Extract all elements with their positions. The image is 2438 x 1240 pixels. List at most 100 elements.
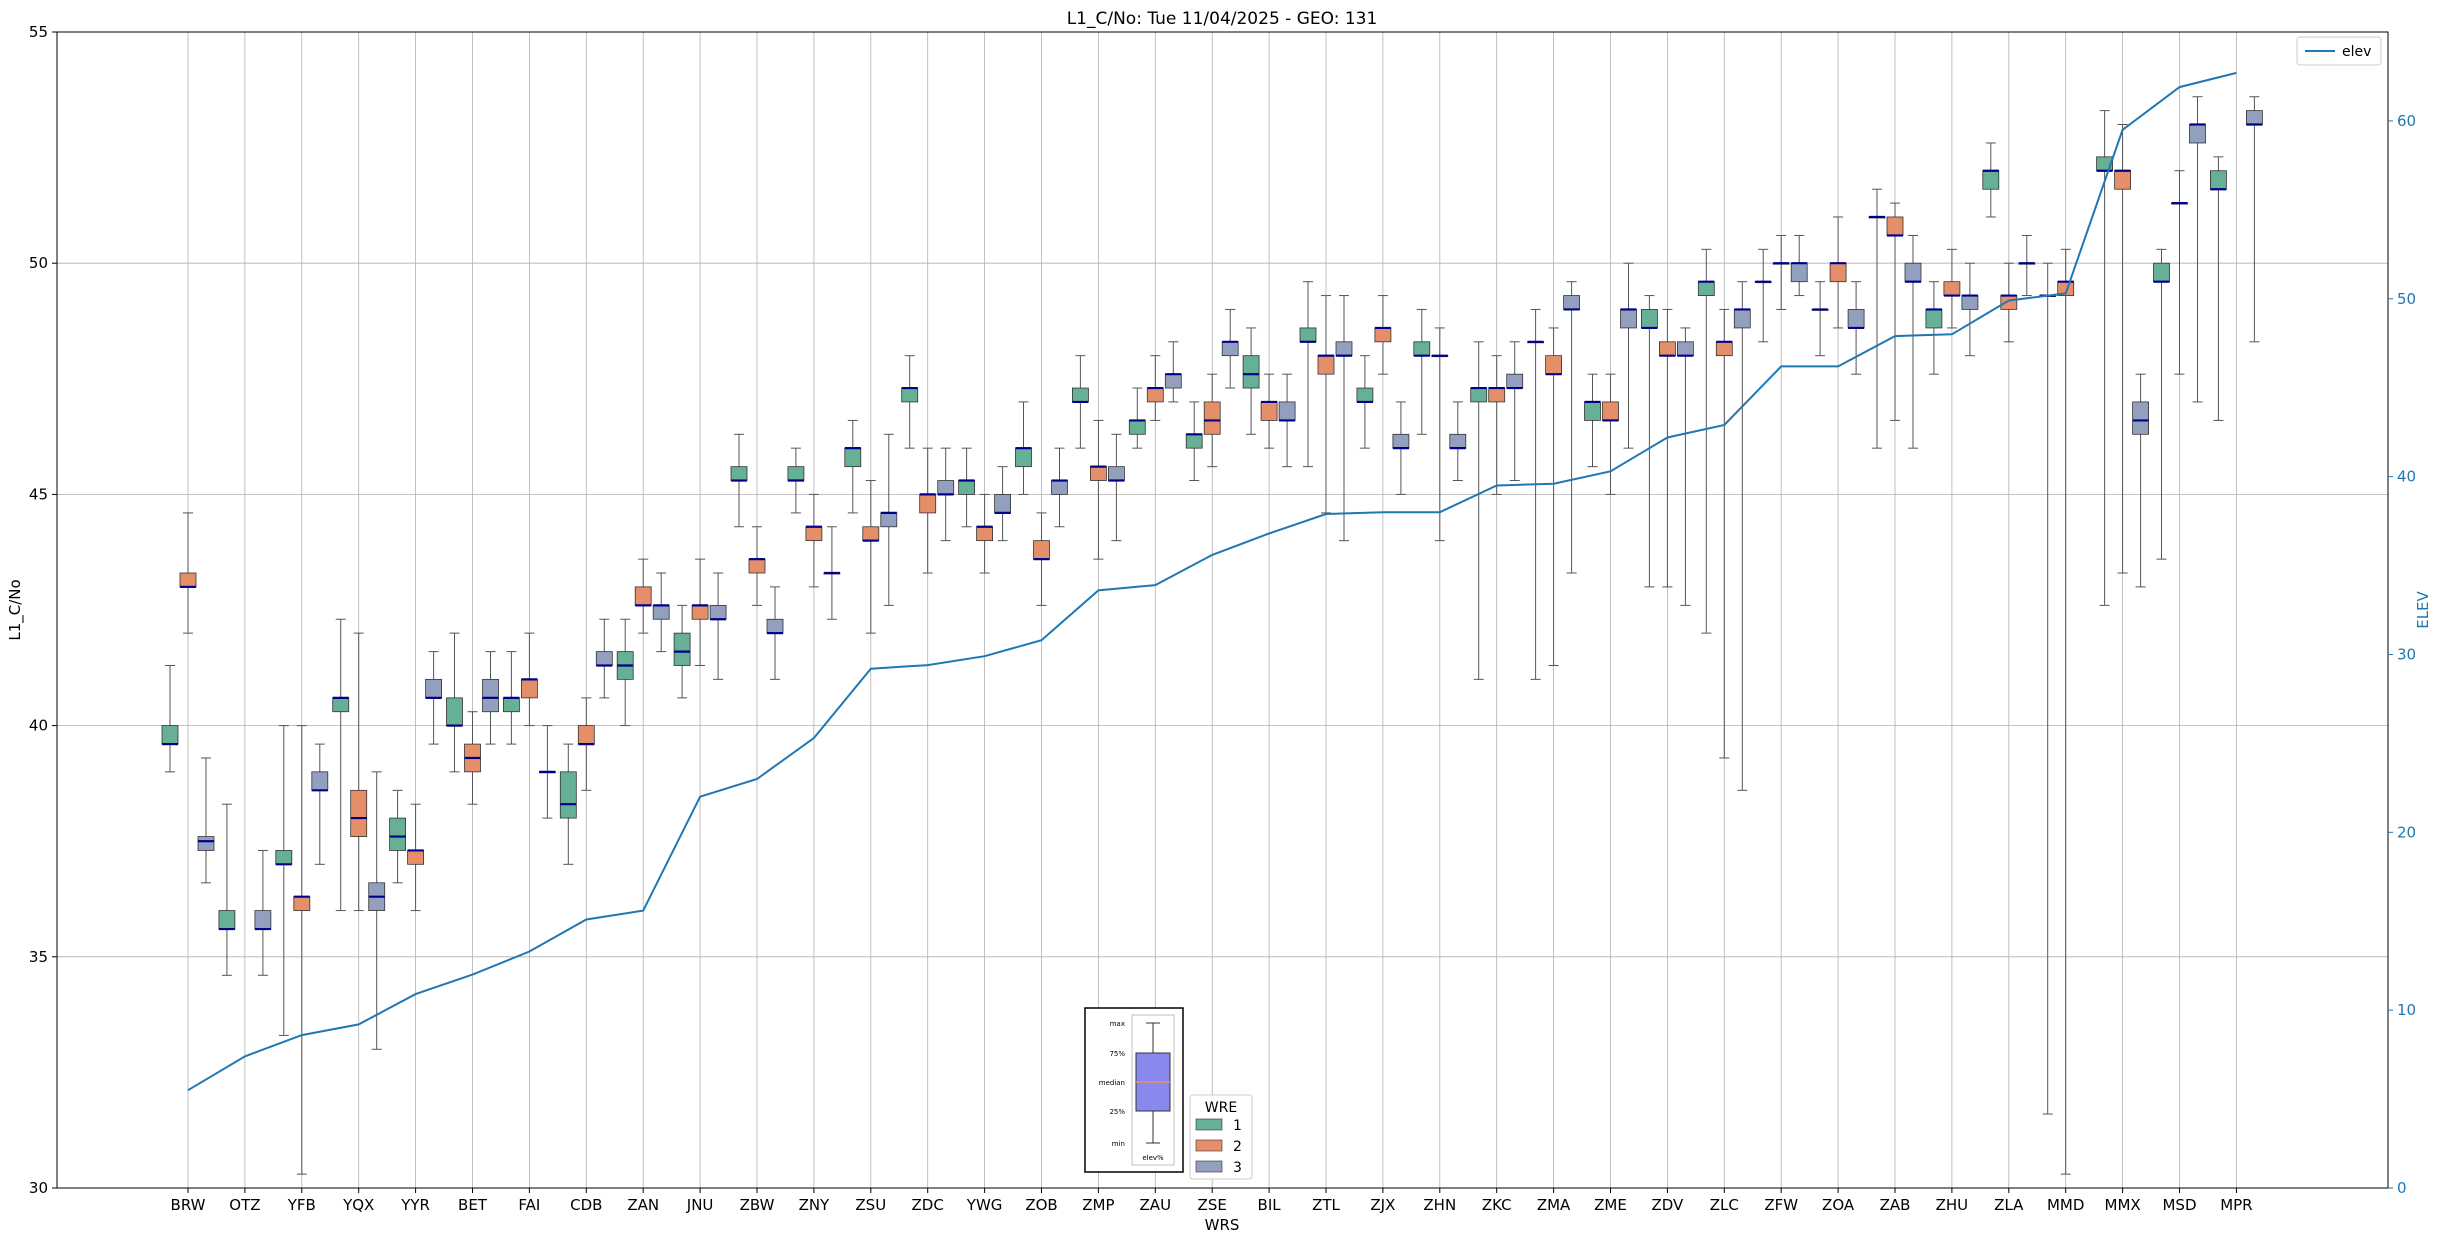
box-jnu-wre1 <box>673 604 691 699</box>
iqr-box <box>1164 373 1182 389</box>
y2-tick-label: 30 <box>2397 645 2416 663</box>
y-tick-label: 45 <box>29 485 48 503</box>
x-tick-label-zma: ZMA <box>1537 1196 1571 1214</box>
iqr-box <box>389 817 407 851</box>
iqr-box <box>350 789 368 837</box>
y-tick-label: 30 <box>29 1179 48 1197</box>
iqr-box <box>2245 110 2263 125</box>
iqr-box <box>2000 295 2018 310</box>
box-explanation-inset: max 75% median 25% min elev% <box>1084 1007 1184 1173</box>
box-zma-wre2 <box>1545 327 1562 666</box>
iqr-box <box>730 466 748 481</box>
box-brw-wre1 <box>161 664 179 773</box>
y2-tick-label: 60 <box>2397 112 2416 130</box>
x-axis-title: WRS <box>1205 1216 1240 1234</box>
y-tick-label: 50 <box>29 254 48 272</box>
box-plots <box>161 96 2263 1175</box>
box-yfb-wre1 <box>275 725 293 1036</box>
iqr-box <box>179 572 197 588</box>
x-tick-label-bil: BIL <box>1258 1196 1282 1214</box>
x-tick-label-zla: ZLA <box>1994 1196 2024 1214</box>
iqr-box <box>1563 295 1580 310</box>
x-tick-label-yfb: YFB <box>287 1196 316 1214</box>
box-zlc-wre1 <box>1697 248 1715 634</box>
x-tick-label-ztl: ZTL <box>1312 1196 1340 1214</box>
box-zny-wre2 <box>805 493 823 588</box>
iqr-box <box>766 618 784 634</box>
iqr-box <box>1128 420 1146 435</box>
y-axis-title: L1_C/No <box>6 579 25 640</box>
x-tick-label-otz: OTZ <box>229 1196 260 1214</box>
wre-legend-frame <box>1189 1094 1253 1180</box>
box-zbw-wre3 <box>766 586 784 680</box>
wre-legend-swatch-3 <box>1195 1160 1223 1173</box>
box-ywg-wre2 <box>976 493 993 574</box>
iqr-box <box>161 725 179 745</box>
box-jnu-wre2 <box>691 558 709 666</box>
y2-axis-title: ELEV <box>2414 590 2432 628</box>
iqr-box <box>634 586 652 606</box>
iqr-box <box>595 651 613 666</box>
box-zan-wre3 <box>652 572 670 653</box>
box-zkc-wre2 <box>1488 355 1506 495</box>
iqr-box <box>502 697 520 713</box>
iqr-box <box>1260 401 1278 421</box>
iqr-box <box>1470 387 1488 403</box>
box-mmx-wre3 <box>2132 373 2150 588</box>
iqr-box <box>559 771 577 819</box>
y-tick-label: 55 <box>29 23 48 41</box>
box-otz-wre1 <box>218 803 236 976</box>
iqr-box <box>1051 480 1068 495</box>
y2-tick-label: 20 <box>2397 823 2416 841</box>
iqr-box <box>748 558 766 574</box>
iqr-box <box>2114 170 2132 190</box>
box-zla-wre1 <box>1982 142 2000 218</box>
x-tick-label-zan: ZAN <box>627 1196 659 1214</box>
box-zjx-wre2 <box>1374 295 1392 375</box>
y-tick-label: 40 <box>29 717 48 735</box>
box-fai-wre2 <box>521 632 538 727</box>
box-zmp-wre2 <box>1090 419 1107 560</box>
x-tick-label-yqx: YQX <box>342 1196 374 1214</box>
inset-label-median: median <box>1099 1079 1125 1087</box>
box-zbw-wre2 <box>748 526 766 606</box>
iqr-box <box>1733 309 1751 329</box>
x-tick-label-mmd: MMD <box>2047 1196 2084 1214</box>
box-zbw-wre1 <box>730 433 748 528</box>
x-tick-label-zoa: ZOA <box>1822 1196 1855 1214</box>
box-otz-wre3 <box>254 849 272 976</box>
box-zdc-wre2 <box>919 447 937 574</box>
x-tick-label-zse: ZSE <box>1198 1196 1227 1214</box>
iqr-box <box>2189 124 2206 144</box>
box-zab-wre2 <box>1886 202 1904 421</box>
iqr-box <box>1982 170 2000 190</box>
box-zjx-wre1 <box>1356 355 1374 449</box>
iqr-box <box>976 526 993 542</box>
box-zme-wre1 <box>1584 373 1601 468</box>
y-tick-label: 35 <box>29 948 48 966</box>
wre-legend-swatch-1 <box>1195 1118 1223 1131</box>
x-tick-label-jnu: JNU <box>686 1196 714 1214</box>
iqr-box <box>1602 401 1619 421</box>
iqr-box <box>1886 216 1904 236</box>
chart-title: L1_C/No: Tue 11/04/2025 - GEO: 131 <box>1067 9 1378 29</box>
box-zoa-wre3 <box>1847 281 1865 375</box>
box-zmp-wre3 <box>1108 433 1125 542</box>
box-zse-wre1 <box>1185 401 1203 482</box>
iqr-box <box>1221 341 1239 357</box>
box-zny-wre1 <box>787 447 805 514</box>
box-zsu-wre2 <box>862 480 880 634</box>
box-zob-wre2 <box>1033 512 1050 606</box>
box-zfw-wre2 <box>1772 234 1790 310</box>
box-msd-wre1 <box>2153 248 2170 560</box>
iqr-box <box>1620 309 1637 329</box>
iqr-box <box>787 466 805 481</box>
iqr-box <box>1317 355 1335 375</box>
x-tick-label-zdv: ZDV <box>1651 1196 1684 1214</box>
box-bil-wre2 <box>1260 373 1278 449</box>
box-mmd-wre2 <box>2057 248 2075 1175</box>
iqr-box <box>862 526 880 542</box>
iqr-box <box>1090 466 1107 481</box>
wre-legend: WRE 1 2 3 <box>1189 1094 1253 1180</box>
